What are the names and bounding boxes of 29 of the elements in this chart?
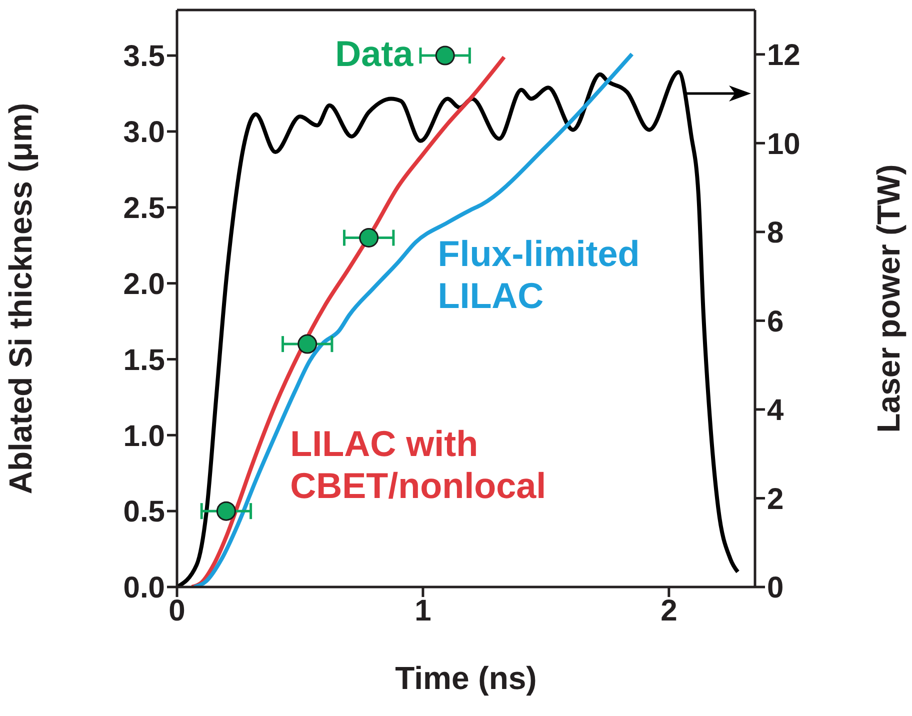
- x-tick-label: 0: [168, 594, 186, 628]
- line-series: [177, 70, 740, 587]
- point: [359, 228, 379, 248]
- y-tick-label: 2.5: [123, 192, 165, 226]
- y2-tick-label: 12: [767, 39, 800, 72]
- x-tick-label: 1: [414, 594, 432, 628]
- y2-tick-label: 10: [767, 128, 800, 161]
- series-label: LILAC with CBET/nonlocal: [290, 422, 548, 507]
- y-tick-label: 3.0: [123, 116, 165, 150]
- y-tick-label: 1.5: [123, 344, 165, 377]
- y2-tick-label: 0: [767, 572, 784, 605]
- y2-tick-label: 2: [767, 482, 784, 516]
- y2-axis-title: Laser power (TW): [870, 164, 906, 433]
- point: [435, 46, 455, 66]
- y-tick-label: 0.5: [123, 496, 165, 529]
- y-tick-label: 0.0: [123, 572, 165, 605]
- x-tick-label: 2: [660, 594, 678, 628]
- x-axis-title: Time (ns): [395, 660, 537, 696]
- series-label: Flux-limited LILAC: [438, 232, 641, 317]
- series-label: Data: [334, 33, 414, 76]
- y-tick-label: 1.0: [123, 420, 165, 453]
- point: [216, 501, 236, 521]
- y2-tick-label: 4: [767, 394, 784, 428]
- y-axis-title: Ablated Si thickness (μm): [2, 102, 38, 494]
- y2-tick-label: 8: [767, 216, 784, 250]
- y-tick-label: 2.0: [123, 268, 165, 301]
- y-tick-label: 3.5: [123, 40, 165, 74]
- y2-tick-label: 6: [767, 305, 784, 338]
- point: [298, 334, 318, 354]
